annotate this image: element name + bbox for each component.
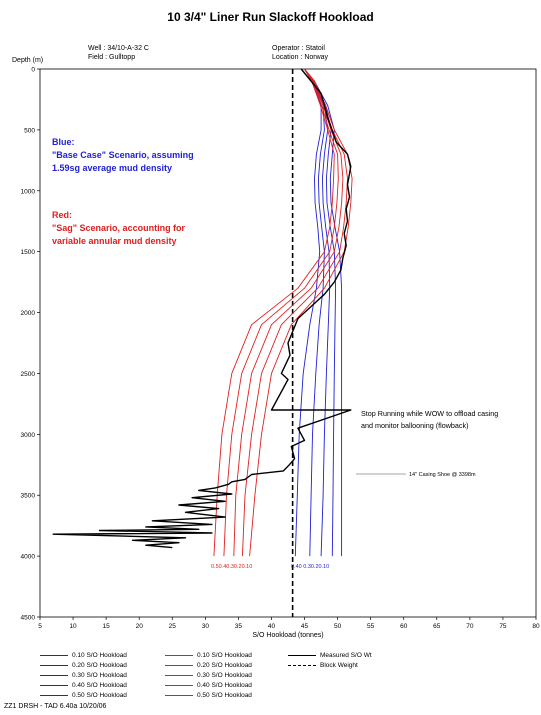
y-tick-label: 3000	[21, 432, 36, 439]
blue-annotation-heading: Blue:	[52, 137, 75, 147]
x-tick-label: 45	[301, 623, 309, 630]
red-annotation-line-1: "Sag" Scenario, accounting for	[52, 223, 186, 233]
legend-swatch	[165, 675, 193, 676]
red-annotation-heading: Red:	[52, 210, 72, 220]
y-axis-ticks: 0 500 1000 1500 2000 2500 3000 3500 4000 4500	[21, 67, 40, 622]
blue-0.10-line	[304, 68, 343, 557]
y-tick-label: 2000	[21, 310, 36, 317]
x-tick-label: 75	[499, 623, 507, 630]
x-tick-label: 80	[532, 623, 540, 630]
well-label: Well :	[88, 45, 106, 52]
field-label: Field :	[88, 54, 108, 61]
legend-label: 0.30 S/O Hookload	[197, 672, 252, 679]
y-tick-label: 2500	[21, 371, 36, 378]
blue-0.30-line	[304, 68, 331, 557]
x-tick-label: 20	[136, 623, 144, 630]
blue-end-labels: 0.40 0.30.20.10	[291, 564, 329, 570]
x-tick-label: 70	[466, 623, 474, 630]
legend-swatch	[288, 655, 316, 656]
blue-annotation-line-2: 1.59sg average mud density	[52, 163, 172, 173]
blue-annotation-line-1: "Base Case" Scenario, assuming	[52, 150, 194, 160]
legend-label: 0.20 S/O Hookload	[72, 662, 127, 669]
y-tick-label: 1000	[21, 188, 36, 195]
legend-swatch	[165, 685, 193, 686]
x-axis-label: S/O Hookload (tonnes)	[252, 632, 323, 639]
location-label: Location :	[272, 54, 303, 61]
x-tick-label: 55	[367, 623, 375, 630]
legend-label: 0.10 S/O Hookload	[197, 652, 252, 659]
red-0.50-line	[213, 68, 335, 557]
legend-label: 0.40 S/O Hookload	[72, 682, 127, 689]
legend-swatch	[40, 665, 68, 666]
legend-label: 0.50 S/O Hookload	[72, 692, 127, 699]
y-axis-label: Depth (m)	[12, 57, 43, 64]
red-0.20-line	[241, 68, 348, 557]
legend-label: Measured S/O Wt	[320, 652, 372, 659]
y-tick-label: 0	[31, 67, 35, 74]
y-tick-label: 500	[24, 127, 35, 134]
legend-label: 0.40 S/O Hookload	[197, 682, 252, 689]
x-tick-label: 10	[69, 623, 77, 630]
x-tick-label: 30	[202, 623, 210, 630]
x-tick-label: 40	[268, 623, 276, 630]
plot-frame	[39, 68, 537, 618]
legend-swatch	[40, 655, 68, 656]
blue-0.40-line	[304, 68, 325, 557]
legend-label: Block Weight	[320, 662, 358, 669]
legend-label: 0.30 S/O Hookload	[72, 672, 127, 679]
stop-annotation-line-2: and monitor ballooning (flowback)	[361, 421, 468, 430]
legend: 0.10 S/O Hookload 0.20 S/O Hookload 0.30…	[40, 651, 372, 703]
x-axis-ticks: 5 10 15 20 25 30 35 40 45 50 55 60 65 70 75 80	[38, 617, 540, 630]
measured-so-wt-line	[52, 68, 352, 549]
x-tick-label: 60	[400, 623, 408, 630]
x-tick-label: 25	[169, 623, 177, 630]
x-tick-label: 50	[334, 623, 342, 630]
well-value: 34/10-A-32 C	[107, 45, 149, 52]
stop-annotation-line-1: Stop Running while WOW to offload casing	[361, 409, 498, 418]
legend-swatch	[165, 655, 193, 656]
legend-swatch	[40, 685, 68, 686]
red-end-labels: 0.50.40.30.20.10	[211, 564, 252, 570]
legend-swatch	[165, 695, 193, 696]
plot-area: Depth (m) 0 500 1000 1500 2000 2500 3000 3500 40…	[12, 57, 540, 639]
operator-info: Operator : Statoil Location : Norway	[272, 44, 328, 62]
y-tick-label: 4500	[21, 615, 36, 622]
y-tick-label: 3500	[21, 493, 36, 500]
legend-swatch	[40, 695, 68, 696]
footer: ZZ1 DRSH - TAD 6.40a 10/20/06	[4, 703, 107, 710]
chart-title: 10 3/4" Liner Run Slackoff Hookload	[167, 10, 374, 24]
x-tick-label: 5	[38, 623, 42, 630]
y-tick-label: 1500	[21, 249, 36, 256]
red-0.40-line	[223, 68, 339, 557]
x-tick-label: 65	[433, 623, 441, 630]
legend-swatch	[165, 665, 193, 666]
x-tick-label: 15	[103, 623, 111, 630]
operator-value: Statoil	[305, 45, 325, 52]
x-tick-label: 35	[235, 623, 243, 630]
legend-swatch	[288, 665, 316, 666]
red-annotation: Red: "Sag" Scenario, accounting for vari…	[52, 210, 186, 246]
red-0.10-line	[249, 68, 353, 557]
legend-label: 0.20 S/O Hookload	[197, 662, 252, 669]
location-value: Norway	[304, 54, 329, 61]
blue-annotation: Blue: "Base Case" Scenario, assuming 1.5…	[52, 137, 194, 173]
operator-label: Operator :	[272, 45, 304, 52]
y-tick-label: 4000	[21, 554, 36, 561]
red-0.30-line	[233, 68, 344, 557]
casing-shoe-label: 14" Casing Shoe @ 3398m	[409, 472, 476, 478]
series-lines	[52, 68, 353, 557]
legend-label: 0.10 S/O Hookload	[72, 652, 127, 659]
legend-label: 0.50 S/O Hookload	[197, 692, 252, 699]
blue-0.50-line	[294, 68, 322, 557]
red-annotation-line-2: variable annular mud density	[52, 236, 177, 246]
field-value: Gulltopp	[109, 54, 136, 61]
legend-swatch	[40, 675, 68, 676]
well-info: Well : 34/10-A-32 C Field : Gulltopp	[88, 44, 149, 62]
